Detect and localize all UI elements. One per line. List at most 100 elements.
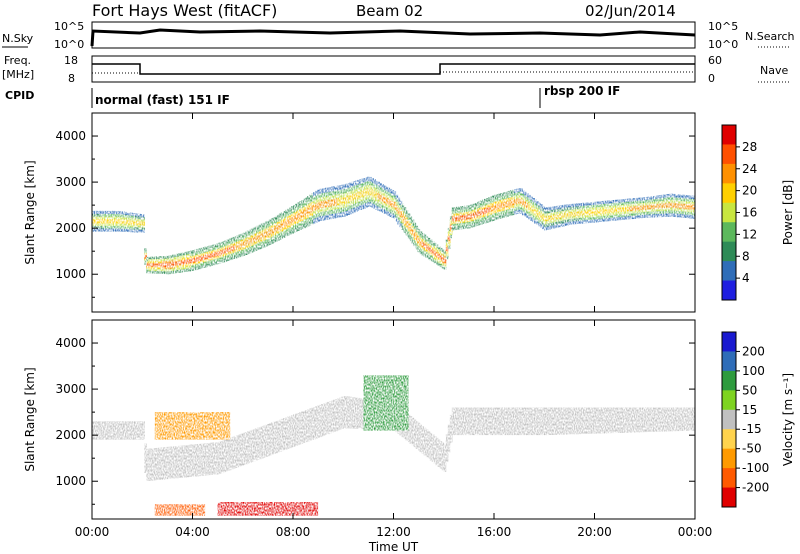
velocity-ground-scatter-cell <box>564 407 567 435</box>
power-echo-cell <box>556 214 559 220</box>
power-echo-cell <box>520 198 523 205</box>
power-echo-cell <box>648 204 652 210</box>
power-echo-cell <box>512 199 515 206</box>
power-echo-cell <box>363 189 366 197</box>
velocity-ground-scatter-cell <box>411 417 415 446</box>
velocity-ground-scatter-cell <box>590 407 594 434</box>
colorbar-tick-label: 15 <box>742 403 757 417</box>
power-echo-cell <box>490 206 493 212</box>
power-echo-cell <box>421 241 425 247</box>
velocity-ground-scatter-cell <box>644 407 648 433</box>
nsearch-label: N.Search <box>745 30 795 43</box>
power-echo-cell <box>471 213 475 219</box>
power-echo-cell <box>578 211 581 216</box>
power-echo-cell <box>371 189 374 197</box>
power-echo-cell <box>293 215 296 222</box>
velocity-ground-scatter-cell <box>618 407 622 433</box>
power-echo-cell <box>140 221 143 226</box>
velocity-ground-scatter-cell <box>451 407 455 436</box>
power-echo-cell <box>435 252 439 257</box>
power-echo-cell <box>138 221 141 226</box>
power-echo-cell <box>431 249 435 254</box>
velocity-ground-scatter-cell <box>140 421 143 440</box>
velocity-ground-scatter-cell <box>550 407 553 435</box>
power-echo-cell <box>602 209 606 214</box>
velocity-ground-scatter-cell <box>616 407 620 433</box>
power-echo-cell <box>375 192 378 199</box>
velocity-ground-scatter-cell <box>672 407 676 432</box>
power-echo-cell <box>283 221 286 228</box>
velocity-ground-scatter-cell <box>443 444 447 472</box>
power-echo-cell <box>319 201 322 209</box>
power-echo-cell <box>586 210 590 216</box>
power-echo-cell <box>182 260 186 265</box>
velocity-ground-scatter-cell <box>200 443 204 476</box>
power-echo-cell <box>367 188 370 195</box>
power-echo-cell <box>461 215 465 221</box>
power-echo-cell <box>329 199 332 207</box>
colorbar-swatch <box>722 409 736 430</box>
power-echo-cell <box>285 220 288 227</box>
power-echo-cell <box>405 220 409 226</box>
power-echo-cell <box>676 203 680 209</box>
power-echo-cell <box>365 189 368 196</box>
velocity-ground-scatter-cell <box>120 421 123 440</box>
power-echo-cell <box>373 190 376 198</box>
power-echo-cell <box>248 238 252 245</box>
x-tick-label: 08:00 <box>276 525 311 539</box>
nave-tick-low: 0 <box>708 72 715 85</box>
power-echo-cell <box>383 196 387 203</box>
power-echo-cell <box>200 255 204 261</box>
velocity-ground-scatter-cell <box>309 408 312 441</box>
power-echo-cell <box>224 248 228 254</box>
power-echo-cell <box>369 188 372 196</box>
y-tick-label: 4000 <box>55 129 86 143</box>
velocity-ground-scatter-cell <box>246 431 250 464</box>
power-echo-cell <box>170 262 173 267</box>
power-echo-cell <box>423 243 427 249</box>
nsky-tick-high: 10^5 <box>54 20 84 33</box>
power-echo-cell <box>276 224 280 231</box>
power-echo-cell <box>544 216 547 222</box>
velocity-ground-scatter-cell <box>622 407 626 433</box>
power-echo-cell <box>100 219 103 224</box>
freq-tick-high: 18 <box>64 54 78 67</box>
velocity-ground-scatter-cell <box>100 421 103 440</box>
power-echo-cell <box>254 236 258 242</box>
colorbar-swatch <box>722 241 736 262</box>
power-echo-cell <box>678 203 682 209</box>
power-echo-cell <box>327 199 330 207</box>
power-echo-cell <box>475 211 479 217</box>
nsearch-tick-high: 10^5 <box>708 20 738 33</box>
colorbar-tick-label: 100 <box>742 364 765 378</box>
power-echo-cell <box>451 216 455 222</box>
velocity-ground-scatter-cell <box>114 421 117 440</box>
velocity-ground-scatter-cell <box>676 407 680 432</box>
power-echo-cell <box>494 204 497 211</box>
velocity-ground-scatter-cell <box>329 401 332 434</box>
velocity-ground-scatter-cell <box>339 397 342 430</box>
power-echo-cell <box>640 205 644 211</box>
power-echo-cell <box>666 202 670 208</box>
colorbar-swatch <box>722 163 736 184</box>
colorbar-swatch <box>722 222 736 243</box>
velocity-ground-scatter-cell <box>630 407 634 433</box>
velocity-ground-scatter-cell <box>319 404 322 438</box>
velocity-ground-scatter-cell <box>112 421 115 440</box>
power-echo-cell <box>550 215 553 221</box>
power-echo-cell <box>238 243 242 249</box>
velocity-ground-scatter-cell <box>226 438 230 471</box>
power-echo-cell <box>652 204 656 209</box>
power-echo-cell <box>600 209 604 214</box>
power-echo-cell <box>96 219 99 224</box>
colorbar-tick-label: 200 <box>742 344 765 358</box>
power-echo-cell <box>379 194 382 201</box>
power-echo-cell <box>504 201 507 208</box>
power-echo-cell <box>514 199 517 205</box>
power-echo-cell <box>242 241 246 247</box>
velocity-ground-scatter-cell <box>270 422 274 455</box>
power-echo-cell <box>409 226 413 232</box>
velocity-ground-scatter-cell <box>311 407 314 440</box>
power-echo-cell <box>606 208 610 214</box>
velocity-ground-scatter-cell <box>92 421 95 440</box>
